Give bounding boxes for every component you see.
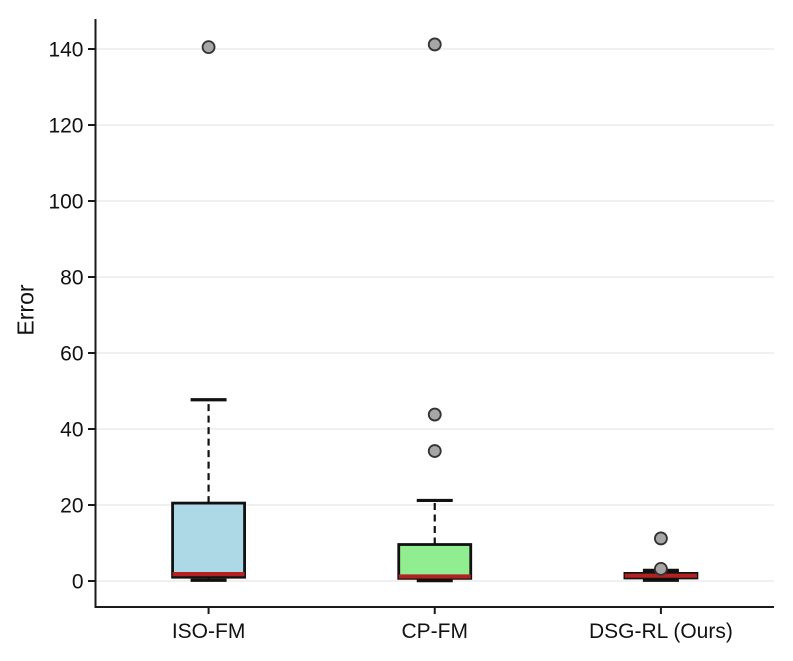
box-dsg-rl-ours xyxy=(623,531,699,582)
outlier-point xyxy=(427,37,442,52)
outlier-point xyxy=(427,407,442,422)
outlier-point xyxy=(654,531,668,546)
y-tick-label: 140 xyxy=(48,39,83,62)
box-iso-fm xyxy=(171,40,246,582)
x-tick-label: DSG-RL (Ours) xyxy=(589,620,733,643)
outlier-point xyxy=(201,40,216,54)
y-tick-label: 20 xyxy=(60,495,83,518)
x-tick-label: CP-FM xyxy=(402,620,469,643)
outlier-point xyxy=(654,561,668,576)
iqr-box xyxy=(171,501,246,579)
y-tick-label: 80 xyxy=(60,267,83,290)
y-tick-label: 100 xyxy=(48,191,83,214)
x-tick-label: ISO-FM xyxy=(172,620,246,643)
y-tick-label: 0 xyxy=(72,571,84,594)
y-tick-label: 60 xyxy=(60,343,83,366)
box-cp-fm xyxy=(397,37,473,583)
axes: 0 20 40 60 80 100 120 140 ISO-FM CP-FM DSG-RL (Our… xyxy=(48,19,774,643)
y-tick-label: 40 xyxy=(60,419,83,442)
y-tick-label: 120 xyxy=(48,115,83,138)
iqr-box xyxy=(397,543,473,580)
outlier-point xyxy=(427,444,442,458)
